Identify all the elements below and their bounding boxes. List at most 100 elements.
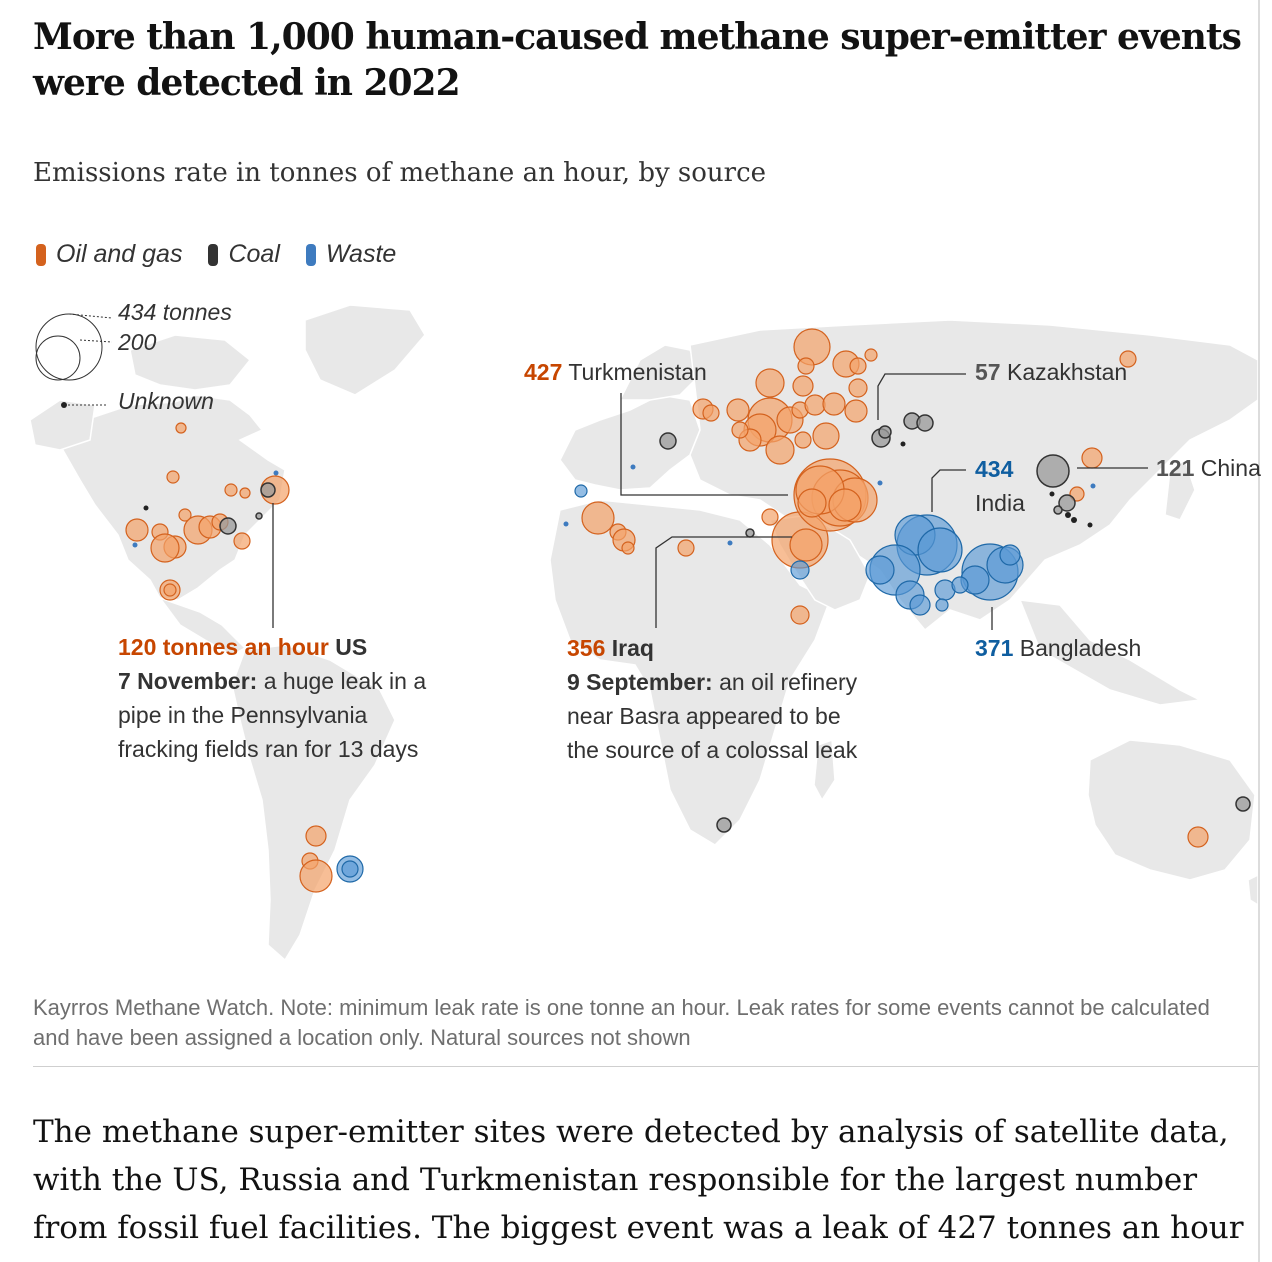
size-key-large-label: 434 tonnes xyxy=(118,299,232,325)
land-southeast-asia xyxy=(1018,599,1203,706)
iraq-headline: 356 Iraq xyxy=(567,631,857,665)
size-key-medium-leader xyxy=(79,339,113,343)
legend: Oil and gas Coal Waste xyxy=(36,240,422,269)
bubble-coal xyxy=(260,482,276,498)
bubble-coal xyxy=(916,414,934,432)
india-value: 434 xyxy=(975,456,1014,482)
china-value: 121 xyxy=(1156,455,1195,481)
bubble-oil-gas xyxy=(761,508,779,526)
legend-item-waste: Waste xyxy=(305,240,397,269)
bangladesh-value: 371 xyxy=(975,635,1014,661)
bubble-waste xyxy=(951,576,969,594)
bubble-oil-gas xyxy=(305,825,327,847)
leader-india xyxy=(931,469,966,512)
bubble-oil-gas xyxy=(797,357,815,375)
legend-label-waste: Waste xyxy=(325,240,397,268)
iraq-country: Iraq xyxy=(611,635,654,661)
turkmenistan-value: 427 xyxy=(524,359,563,385)
bubble-oil-gas xyxy=(731,421,749,439)
us-country: US xyxy=(335,634,368,660)
bubble-oil-gas xyxy=(233,532,251,550)
kazakhstan-country: Kazakhstan xyxy=(1006,359,1128,385)
bubble-waste xyxy=(341,860,359,878)
china-country: China xyxy=(1200,455,1261,481)
us-text-1: a huge leak in a xyxy=(263,668,427,694)
size-key-unknown-label: Unknown xyxy=(118,388,214,414)
bubble-oil-gas xyxy=(163,583,177,597)
size-key-medium-label: 200 xyxy=(118,329,157,355)
legend-label-oil-gas: Oil and gas xyxy=(56,240,183,268)
land-alaska xyxy=(29,399,96,451)
chart-title: More than 1,000 human-caused methane sup… xyxy=(33,16,1242,104)
unknown-dots xyxy=(132,441,1096,548)
us-text-2: pipe in the Pennsylvania xyxy=(118,702,368,728)
bubble-oil-gas xyxy=(125,518,149,542)
bubble-oil-gas xyxy=(299,859,333,893)
bubble-oil-gas xyxy=(797,488,827,518)
us-headline: 120 tonnes an hour US xyxy=(118,630,426,664)
legend-item-coal: Coal xyxy=(208,240,280,269)
bubble-oil-gas xyxy=(765,435,795,465)
land-madagascar xyxy=(813,738,836,802)
label-kazakhstan: 57 Kazakhstan xyxy=(975,355,1127,389)
label-india: 434 India xyxy=(975,452,1025,520)
bubble-coal xyxy=(1053,505,1063,515)
bubble-coal xyxy=(716,817,732,833)
bubble-coal xyxy=(1235,796,1251,812)
unknown-dot xyxy=(273,470,279,476)
land-canada-arctic xyxy=(129,334,252,391)
bubble-oil-gas xyxy=(581,501,615,535)
legend-item-oil-gas: Oil and gas xyxy=(36,240,182,269)
bubble-coal xyxy=(255,512,263,520)
bubble-oil-gas xyxy=(702,404,720,422)
us-line-1: 7 November: a huge leak in a xyxy=(118,664,426,698)
bubble-coal xyxy=(745,528,755,538)
kazakhstan-value: 57 xyxy=(975,359,1001,385)
bubble-oil-gas xyxy=(166,470,180,484)
unknown-dot xyxy=(900,441,906,447)
land-australia xyxy=(1087,739,1256,881)
land-south-america xyxy=(231,644,396,962)
bubble-oil-gas xyxy=(621,541,635,555)
bubble-coal xyxy=(1036,454,1070,488)
bubble-oil-gas xyxy=(677,539,695,557)
land-europe xyxy=(559,394,701,491)
bubble-waste xyxy=(935,598,949,612)
size-key-large-circle xyxy=(35,313,103,381)
bubbles-waste xyxy=(336,484,1024,883)
bubble-oil-gas xyxy=(828,488,862,522)
iraq-value: 356 xyxy=(567,635,606,661)
bubble-oil-gas xyxy=(224,483,238,497)
leader-iraq xyxy=(655,536,792,628)
us-value: 120 tonnes an hour xyxy=(118,634,329,660)
us-date: 7 November: xyxy=(118,668,258,694)
article-paragraph: The methane super-emitter sites were det… xyxy=(33,1108,1258,1252)
bubble-oil-gas xyxy=(790,605,810,625)
unknown-dot xyxy=(877,480,883,486)
bubble-oil-gas xyxy=(1187,826,1209,848)
label-bangladesh: 371 Bangladesh xyxy=(975,631,1141,665)
paragraph-line-2: with the US, Russia and Turkmenistan res… xyxy=(33,1162,1198,1198)
bubble-oil-gas xyxy=(822,392,846,416)
land-greenland xyxy=(304,304,426,396)
size-key-graphic xyxy=(35,313,113,408)
bubble-oil-gas xyxy=(844,399,868,423)
unknown-dot xyxy=(1087,522,1093,528)
source-note: Kayrros Methane Watch. Note: minimum lea… xyxy=(33,995,1210,1050)
leader-kazakhstan xyxy=(877,373,966,420)
bubble-oil-gas xyxy=(794,431,812,449)
land-japan xyxy=(1164,458,1196,521)
bubble-coal xyxy=(659,432,677,450)
divider xyxy=(33,1066,1258,1067)
bubble-oil-gas xyxy=(804,394,826,416)
annotation-iraq: 356 Iraq 9 September: an oil refinery ne… xyxy=(567,631,857,767)
bubble-oil-gas xyxy=(726,398,750,422)
iraq-text-1: an oil refinery xyxy=(719,669,858,695)
leader-turkmenistan xyxy=(620,393,788,496)
bubble-waste xyxy=(574,484,588,498)
bubble-oil-gas xyxy=(793,328,831,366)
bubble-oil-gas xyxy=(1119,350,1137,368)
bubble-oil-gas xyxy=(178,508,192,522)
bubble-oil-gas xyxy=(812,422,840,450)
world-map xyxy=(29,304,1258,962)
